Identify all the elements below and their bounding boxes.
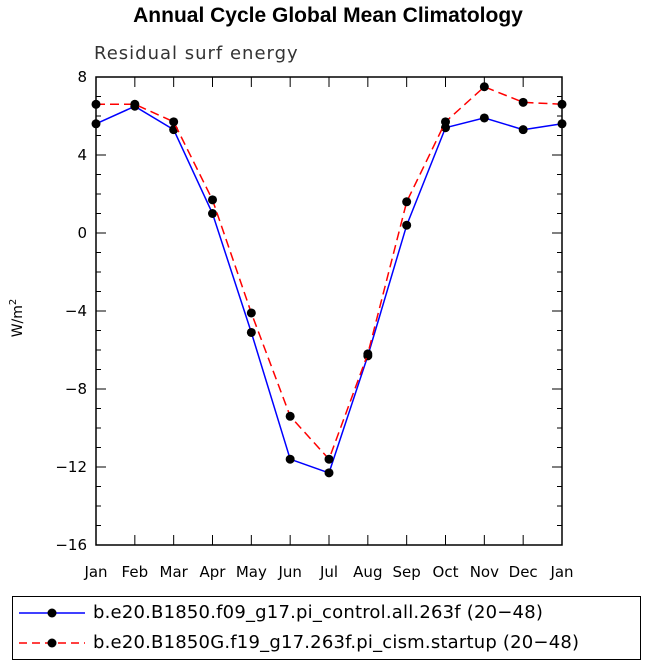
x-tick-label: Mar [160, 563, 189, 581]
chart-title: Annual Cycle Global Mean Climatology [133, 4, 523, 27]
series-2-point [324, 454, 334, 464]
series-2-point [285, 411, 295, 421]
chart: Annual Cycle Global Mean Climatology Res… [8, 4, 574, 581]
legend: b.e20.B1850.f09_g17.pi_control.all.263f … [12, 596, 641, 660]
series-2-point [402, 197, 412, 207]
x-tick-label: Apr [200, 563, 227, 581]
legend-label-1: b.e20.B1850.f09_g17.pi_control.all.263f … [93, 602, 544, 623]
x-tick-label: Jun [277, 563, 301, 581]
series-1-point [324, 468, 334, 478]
series-1-point [91, 119, 101, 129]
y-axis-label: W/m2 [8, 299, 26, 338]
series-1-point [479, 113, 489, 123]
y-axis-label-unit: W/m [10, 305, 26, 337]
x-tick-label: Oct [433, 563, 459, 581]
y-tick-label: 4 [77, 146, 87, 164]
legend-marker-1 [19, 608, 85, 618]
legend-row-1: b.e20.B1850.f09_g17.pi_control.all.263f … [13, 599, 640, 627]
series-1-point [285, 454, 295, 464]
series-2-point [130, 99, 140, 109]
series-1-point [246, 327, 256, 337]
x-tick-label: Jan [549, 563, 573, 581]
series-2-point [479, 82, 489, 92]
series-line-2 [96, 85, 563, 461]
legend-row-2: b.e20.B1850G.f19_g17.263f.pi_cism.startu… [13, 629, 640, 657]
series-line-1 [95, 105, 563, 474]
y-tick-label: −12 [55, 458, 87, 476]
x-tick-label: Nov [470, 563, 499, 581]
series-2-point [557, 99, 567, 109]
chart-subtitle: Residual surf energy [94, 43, 299, 64]
x-tick-label: Aug [353, 563, 382, 581]
y-tick-label: 0 [77, 224, 87, 242]
series-1-point [208, 209, 217, 218]
series-2-point [169, 117, 179, 127]
y-tick-label: −16 [55, 536, 87, 554]
x-tick-label: Feb [122, 563, 149, 581]
x-tick-label: Sep [393, 563, 421, 581]
y-tick-label: 8 [77, 68, 87, 86]
y-tick-label: −8 [65, 380, 87, 398]
series-2-point [246, 308, 256, 318]
series-layer [91, 82, 567, 478]
x-tick-label: Dec [509, 563, 538, 581]
y-tick-label: −4 [65, 302, 87, 320]
y-axis-label-exponent: 2 [8, 299, 19, 305]
x-tick-label: May [236, 563, 267, 581]
series-2-point [363, 349, 373, 359]
series-2-point [518, 97, 528, 107]
axes: 8 4 0 −4 −8 −12 −16 Jan Feb Mar Apr May Jun Jul Aug Sep… [55, 68, 573, 581]
series-2-point [441, 117, 450, 127]
series-1-point [557, 119, 567, 129]
legend-marker-2 [19, 638, 85, 648]
legend-label-2: b.e20.B1850G.f19_g17.263f.pi_cism.startu… [93, 632, 580, 653]
series-1-point [518, 125, 528, 135]
x-tick-label: Jan [83, 563, 107, 581]
series-2-point [208, 195, 217, 205]
series-2-point [91, 99, 101, 109]
series-1-point [402, 220, 412, 230]
x-tick-label: Jul [319, 563, 338, 581]
